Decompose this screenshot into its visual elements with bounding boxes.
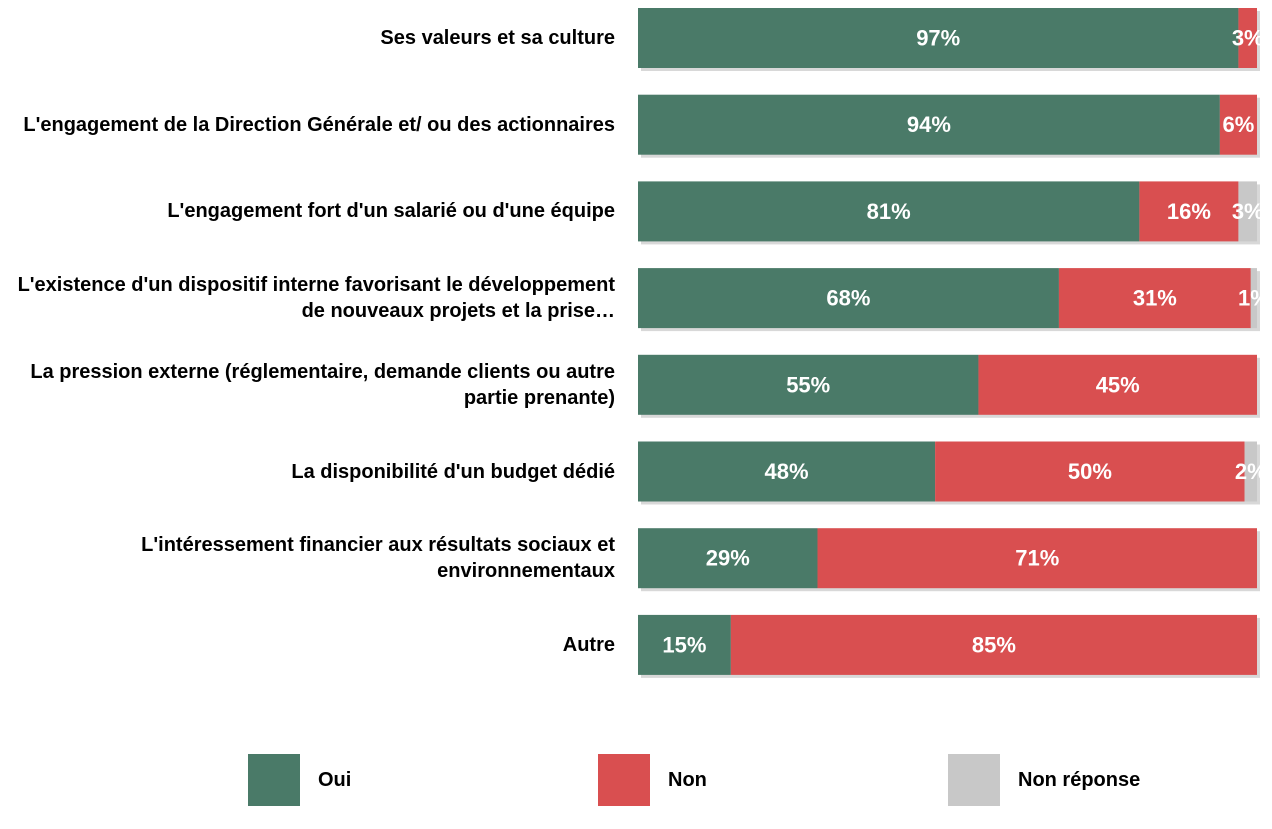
legend-swatch xyxy=(598,754,650,806)
value-label: 3% xyxy=(1232,26,1264,51)
category-label: Autre xyxy=(562,633,615,656)
category-label: Ses valeurs et sa culture xyxy=(380,27,615,49)
bar-segment xyxy=(817,528,1257,589)
legend-label: Non xyxy=(668,769,707,791)
value-label: 50% xyxy=(1068,459,1112,484)
value-label: 45% xyxy=(1096,372,1140,397)
value-label: 68% xyxy=(826,286,870,311)
bar-segment xyxy=(638,181,1140,242)
value-label: 2% xyxy=(1235,459,1267,484)
value-label: 97% xyxy=(916,26,960,51)
value-label: 85% xyxy=(972,632,1016,657)
category-label: L'engagement fort d'un salarié ou d'une … xyxy=(167,200,615,223)
bar-segment xyxy=(1058,268,1251,329)
bar-segment xyxy=(1244,441,1257,502)
bar-segment xyxy=(1238,8,1257,68)
category-label: L'intéressement financier aux résultats … xyxy=(141,534,615,583)
value-label: 16% xyxy=(1167,199,1211,224)
bar-segment xyxy=(638,441,936,502)
bar-segment xyxy=(978,354,1257,415)
bar-segment xyxy=(935,441,1245,502)
category-label: La pression externe (réglementaire, dema… xyxy=(30,360,615,409)
bar-segment xyxy=(730,614,1257,675)
bar-segment xyxy=(638,614,731,675)
bar-segment xyxy=(638,268,1059,329)
bar-segment xyxy=(638,94,1220,155)
legend-swatch xyxy=(248,754,300,806)
bar-segment xyxy=(638,8,1239,68)
value-label: 1% xyxy=(1238,286,1270,311)
value-label: 15% xyxy=(662,632,706,657)
value-label: 31% xyxy=(1133,286,1177,311)
legend-label: Oui xyxy=(318,769,351,791)
value-label: 29% xyxy=(706,546,750,571)
category-label: L'existence d'un dispositif interne favo… xyxy=(17,274,615,323)
legend-swatch xyxy=(948,754,1000,806)
legend-label: Non réponse xyxy=(1018,769,1140,791)
value-label: 81% xyxy=(867,199,911,224)
value-label: 71% xyxy=(1015,546,1059,571)
category-label: L'engagement de la Direction Générale et… xyxy=(23,113,615,136)
category-label: La disponibilité d'un budget dédié xyxy=(291,460,615,483)
bar-segment xyxy=(1219,94,1257,155)
value-label: 6% xyxy=(1223,112,1255,137)
value-label: 48% xyxy=(765,459,809,484)
value-label: 3% xyxy=(1232,199,1264,224)
bar-segment xyxy=(638,354,979,415)
bar-segment xyxy=(638,528,818,589)
bar-segment xyxy=(1238,181,1257,242)
bar-segment xyxy=(1250,268,1257,329)
value-label: 94% xyxy=(907,112,951,137)
bar-segment xyxy=(1139,181,1239,242)
value-label: 55% xyxy=(786,372,830,397)
